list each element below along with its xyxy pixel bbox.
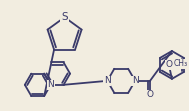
Text: N: N	[132, 76, 139, 85]
Text: O: O	[146, 90, 153, 99]
Text: S: S	[61, 12, 68, 22]
Text: CH₃: CH₃	[174, 59, 188, 68]
Text: O: O	[165, 60, 172, 69]
Text: N: N	[104, 76, 111, 85]
Text: N: N	[47, 80, 54, 89]
